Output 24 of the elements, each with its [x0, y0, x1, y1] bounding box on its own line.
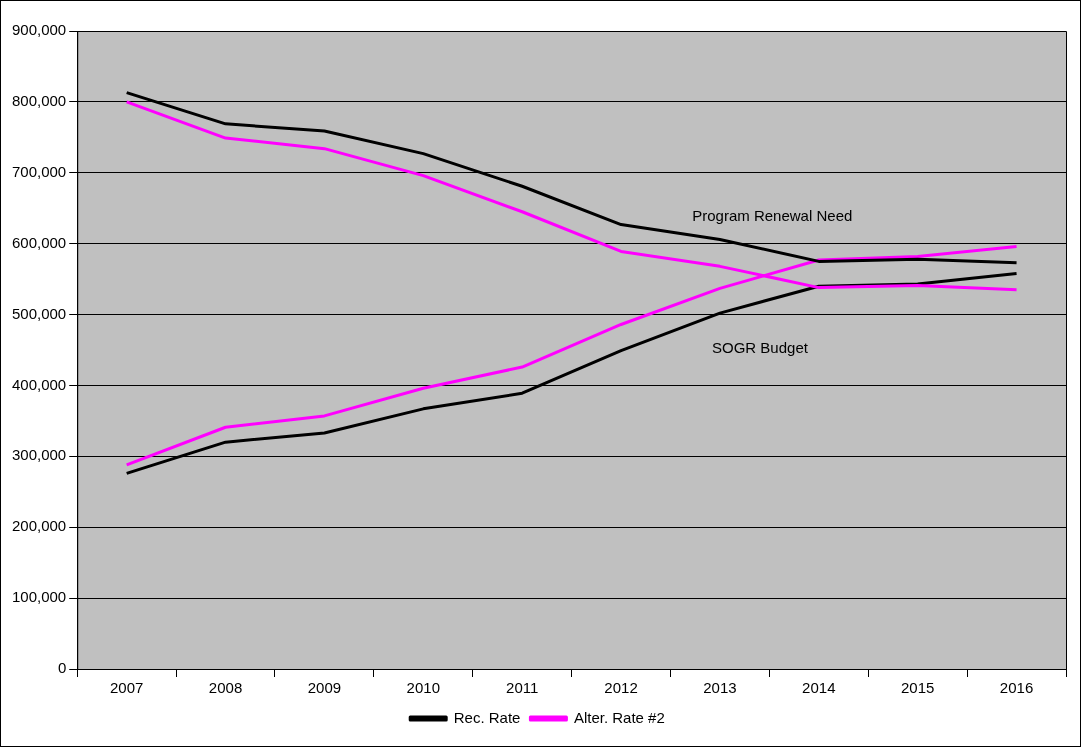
x-tick-label: 2014	[802, 679, 836, 697]
annotation: Program Renewal Need	[692, 207, 853, 225]
y-tick-label: 0	[57, 659, 67, 677]
y-tick-label: 500,000	[11, 304, 67, 322]
y-tick-label: 400,000	[11, 375, 67, 393]
y-tick-label: 900,000	[11, 21, 67, 39]
x-tick-label: 2011	[506, 679, 539, 697]
x-tick-label: 2016	[999, 679, 1034, 697]
x-tick-label: 2008	[208, 679, 243, 697]
x-tick-label: 2009	[307, 679, 342, 697]
y-tick-label: 200,000	[11, 517, 67, 535]
y-tick-label: 600,000	[11, 233, 67, 251]
y-tick-label: 300,000	[11, 446, 67, 464]
x-tick-label: 2010	[406, 679, 440, 697]
y-tick-label: 800,000	[11, 92, 67, 110]
y-tick-label: 100,000	[11, 588, 67, 606]
x-tick-label: 2015	[901, 679, 935, 697]
x-tick-label: 2013	[703, 679, 737, 697]
legend-label: Rec. Rate	[453, 708, 521, 726]
y-tick-label: 700,000	[11, 162, 67, 180]
x-tick-label: 2007	[109, 679, 144, 697]
x-tick-label: 2012	[604, 679, 638, 697]
legend-label: Alter. Rate #2	[573, 708, 665, 726]
annotation: SOGR Budget	[712, 338, 809, 356]
